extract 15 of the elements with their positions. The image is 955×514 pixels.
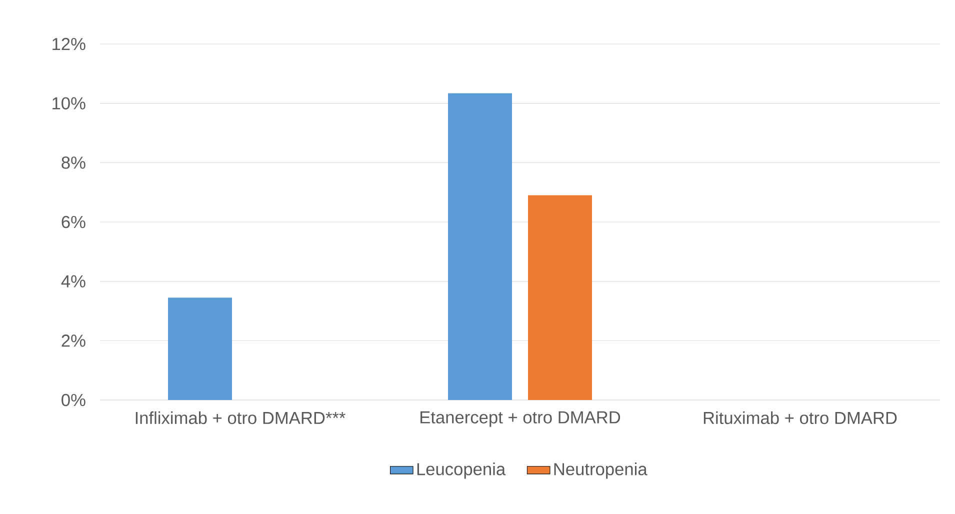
- legend-label: Leucopenia: [417, 462, 506, 479]
- y-tick-label: 2%: [62, 334, 86, 347]
- y-tick-label: 8%: [62, 156, 86, 169]
- y-tick-label: 0%: [62, 394, 86, 406]
- x-tick-label: Rituximab + otro DMARD: [704, 411, 897, 424]
- bar: [168, 298, 232, 400]
- y-tick-label: 10%: [52, 97, 86, 110]
- legend-label: Neutropenia: [554, 462, 648, 479]
- x-tick-label: Infliximab + otro DMARD***: [136, 411, 346, 424]
- x-tick-label: Etanercept + otro DMARD: [420, 411, 620, 427]
- y-tick-label: 12%: [52, 38, 86, 50]
- bar: [528, 195, 592, 400]
- y-tick-label: 6%: [62, 216, 86, 228]
- bar: [448, 93, 512, 400]
- y-tick-label: 4%: [61, 275, 86, 288]
